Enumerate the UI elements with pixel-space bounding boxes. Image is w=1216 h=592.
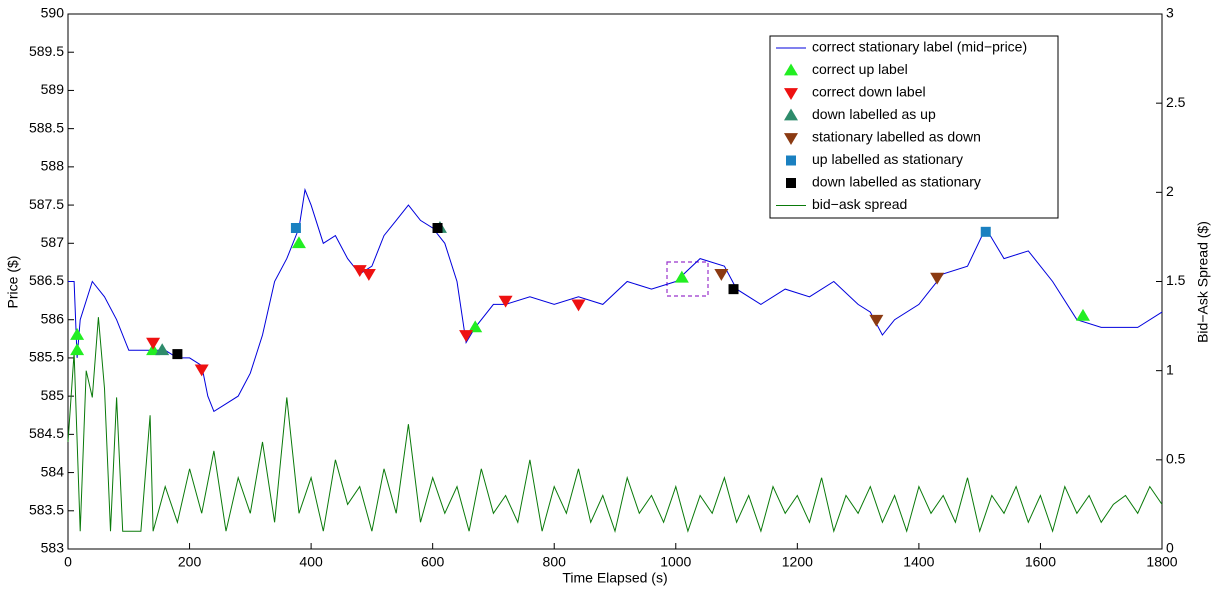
x-tick-label: 200 xyxy=(178,554,202,570)
marker xyxy=(432,223,443,233)
legend-label: bid−ask spread xyxy=(812,196,907,212)
marker xyxy=(1075,308,1090,321)
y-tick-label: 586.5 xyxy=(29,272,64,288)
marker xyxy=(146,337,161,350)
marker xyxy=(352,265,367,278)
marker xyxy=(930,272,945,285)
legend-label: down labelled as up xyxy=(812,106,936,122)
marker xyxy=(786,178,796,188)
marker xyxy=(498,295,513,308)
y-tick-label: 584 xyxy=(41,463,65,479)
y-tick-label: 585 xyxy=(41,387,65,403)
y2-axis-label: Bid−Ask Spread ($) xyxy=(1195,221,1211,343)
marker xyxy=(70,328,85,340)
y-tick-label: 583.5 xyxy=(29,501,64,517)
y2-tick-label: 1 xyxy=(1166,361,1174,377)
y2-tick-label: 2.5 xyxy=(1166,94,1186,110)
legend-label: down labelled as stationary xyxy=(812,174,981,190)
series-line xyxy=(68,187,1163,413)
marker xyxy=(674,270,689,283)
y-tick-label: 590 xyxy=(41,5,65,21)
marker xyxy=(980,226,991,237)
marker xyxy=(784,133,798,145)
legend-label: stationary labelled as down xyxy=(812,129,981,145)
y-tick-label: 588.5 xyxy=(29,119,64,135)
marker xyxy=(459,330,474,342)
marker xyxy=(291,236,306,249)
x-tick-label: 1000 xyxy=(660,554,691,570)
marker xyxy=(155,343,170,356)
y-tick-label: 585.5 xyxy=(29,349,64,365)
y2-tick-label: 3 xyxy=(1166,5,1174,21)
y-axis-label: Price ($) xyxy=(5,256,21,309)
marker xyxy=(290,223,301,233)
y-tick-label: 589 xyxy=(41,81,65,97)
y2-tick-label: 2 xyxy=(1166,183,1174,199)
marker xyxy=(714,268,729,281)
y-tick-label: 584.5 xyxy=(29,425,64,441)
x-tick-label: 0 xyxy=(64,554,72,570)
highlight-box xyxy=(666,261,709,297)
legend-label: correct stationary label (mid−price) xyxy=(812,39,1027,55)
y-tick-label: 589.5 xyxy=(29,43,64,59)
y-tick-label: 587.5 xyxy=(29,196,64,212)
y-tick-label: 586 xyxy=(41,310,65,326)
series-line xyxy=(67,317,1163,534)
marker xyxy=(784,108,798,121)
marker xyxy=(571,299,586,312)
x-tick-label: 400 xyxy=(299,554,323,570)
legend-box xyxy=(769,35,1059,219)
y-tick-label: 583 xyxy=(41,540,65,556)
x-tick-label: 1600 xyxy=(1025,554,1056,570)
x-tick-label: 600 xyxy=(421,554,445,570)
y2-tick-label: 0.5 xyxy=(1166,451,1186,467)
marker xyxy=(468,320,483,333)
legend: correct stationary label (mid−price) corr… xyxy=(769,35,1059,219)
marker xyxy=(784,63,798,76)
y2-tick-label: 1.5 xyxy=(1166,272,1186,288)
y2-tick-label: 0 xyxy=(1166,540,1174,556)
marker xyxy=(728,284,739,295)
legend-label: correct down label xyxy=(812,84,926,100)
marker xyxy=(784,88,798,100)
x-tick-label: 1400 xyxy=(903,554,934,570)
marker xyxy=(361,268,376,281)
x-tick-label: 1200 xyxy=(782,554,813,570)
x-tick-label: 800 xyxy=(543,554,567,570)
marker xyxy=(70,343,85,356)
x-tick-label: 1800 xyxy=(1146,554,1177,570)
y-tick-label: 587 xyxy=(41,234,65,250)
marker xyxy=(786,155,796,166)
marker xyxy=(172,349,183,360)
legend-label: correct up label xyxy=(812,61,908,77)
x-axis-label: Time Elapsed (s) xyxy=(562,570,667,586)
y-tick-label: 588 xyxy=(41,158,65,174)
marker xyxy=(869,314,884,327)
marker xyxy=(194,364,209,377)
legend-label: up labelled as stationary xyxy=(812,151,963,167)
